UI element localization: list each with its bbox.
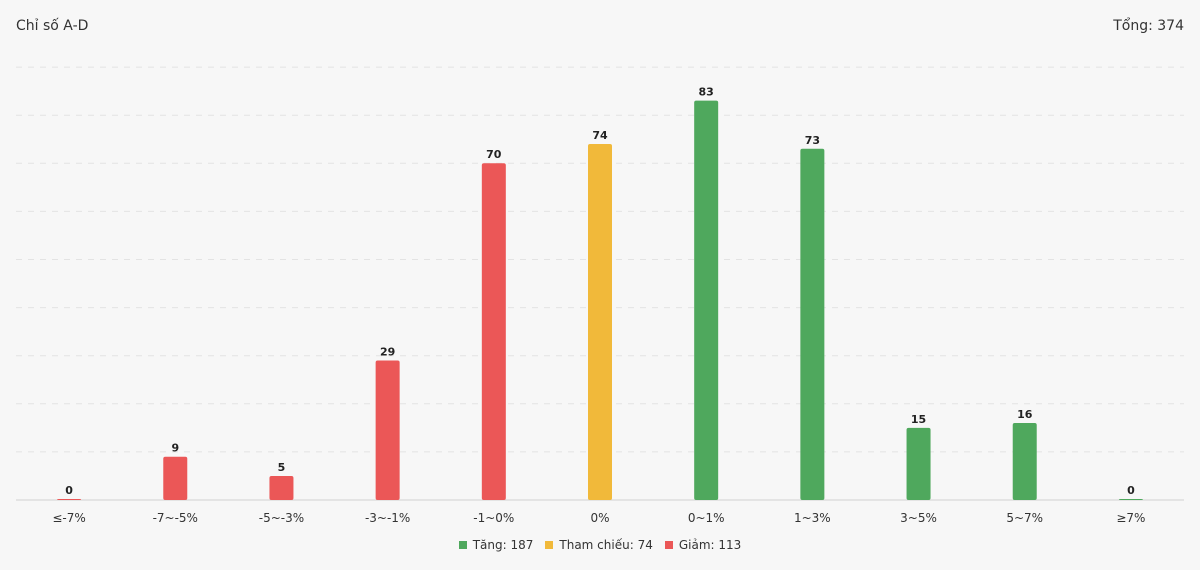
bar[interactable] — [906, 427, 931, 500]
x-tick-label: 1~3% — [794, 511, 831, 525]
bar[interactable] — [588, 143, 612, 500]
data-label: 73 — [805, 134, 820, 147]
legend-item-increase[interactable]: Tăng: 187 — [458, 538, 534, 552]
x-tick-label: 0~1% — [688, 511, 725, 525]
chart-title: Chỉ số A-D — [16, 18, 89, 34]
bar[interactable] — [163, 456, 188, 500]
bar[interactable] — [694, 100, 719, 500]
legend-item-reference[interactable]: Tham chiếu: 74 — [545, 538, 653, 552]
legend-item-decrease[interactable]: Giảm: 113 — [664, 538, 742, 552]
data-label: 0 — [65, 484, 73, 497]
data-label: 5 — [278, 461, 286, 474]
legend-swatch-reference — [545, 541, 554, 549]
x-tick-label: ≥7% — [1116, 511, 1145, 525]
legend-label-decrease: Giảm: 113 — [678, 538, 742, 552]
total-count: Tổng: 374 — [1113, 18, 1184, 34]
chart-legend: Tăng: 187 Tham chiếu: 74 Giảm: 113 — [0, 538, 1200, 552]
bar[interactable] — [800, 148, 825, 501]
x-tick-label: -5~-3% — [259, 511, 304, 525]
bar[interactable] — [375, 360, 400, 500]
x-tick-label: -1~0% — [473, 511, 514, 525]
data-label: 74 — [592, 129, 608, 142]
data-label: 16 — [1017, 408, 1033, 421]
bar[interactable] — [1012, 423, 1037, 500]
bar[interactable] — [1118, 499, 1143, 500]
bar[interactable] — [57, 499, 82, 500]
x-tick-label: -7~-5% — [153, 511, 198, 525]
x-tick-label: -3~-1% — [365, 511, 410, 525]
data-label: 9 — [171, 442, 179, 455]
x-tick-label: 3~5% — [900, 511, 937, 525]
legend-swatch-decrease — [664, 541, 673, 549]
legend-swatch-increase — [458, 541, 467, 549]
data-label: 83 — [699, 86, 714, 99]
bar[interactable] — [481, 163, 506, 500]
legend-label-reference: Tham chiếu: 74 — [559, 538, 653, 552]
data-label: 0 — [1127, 484, 1135, 497]
data-label: 70 — [486, 148, 502, 161]
bar[interactable] — [269, 475, 294, 500]
x-tick-label: ≤-7% — [52, 511, 85, 525]
data-label: 15 — [911, 413, 926, 426]
data-label: 29 — [380, 345, 395, 358]
x-tick-label: 5~7% — [1006, 511, 1043, 525]
legend-label-increase: Tăng: 187 — [472, 538, 534, 552]
x-tick-label: 0% — [590, 511, 609, 525]
